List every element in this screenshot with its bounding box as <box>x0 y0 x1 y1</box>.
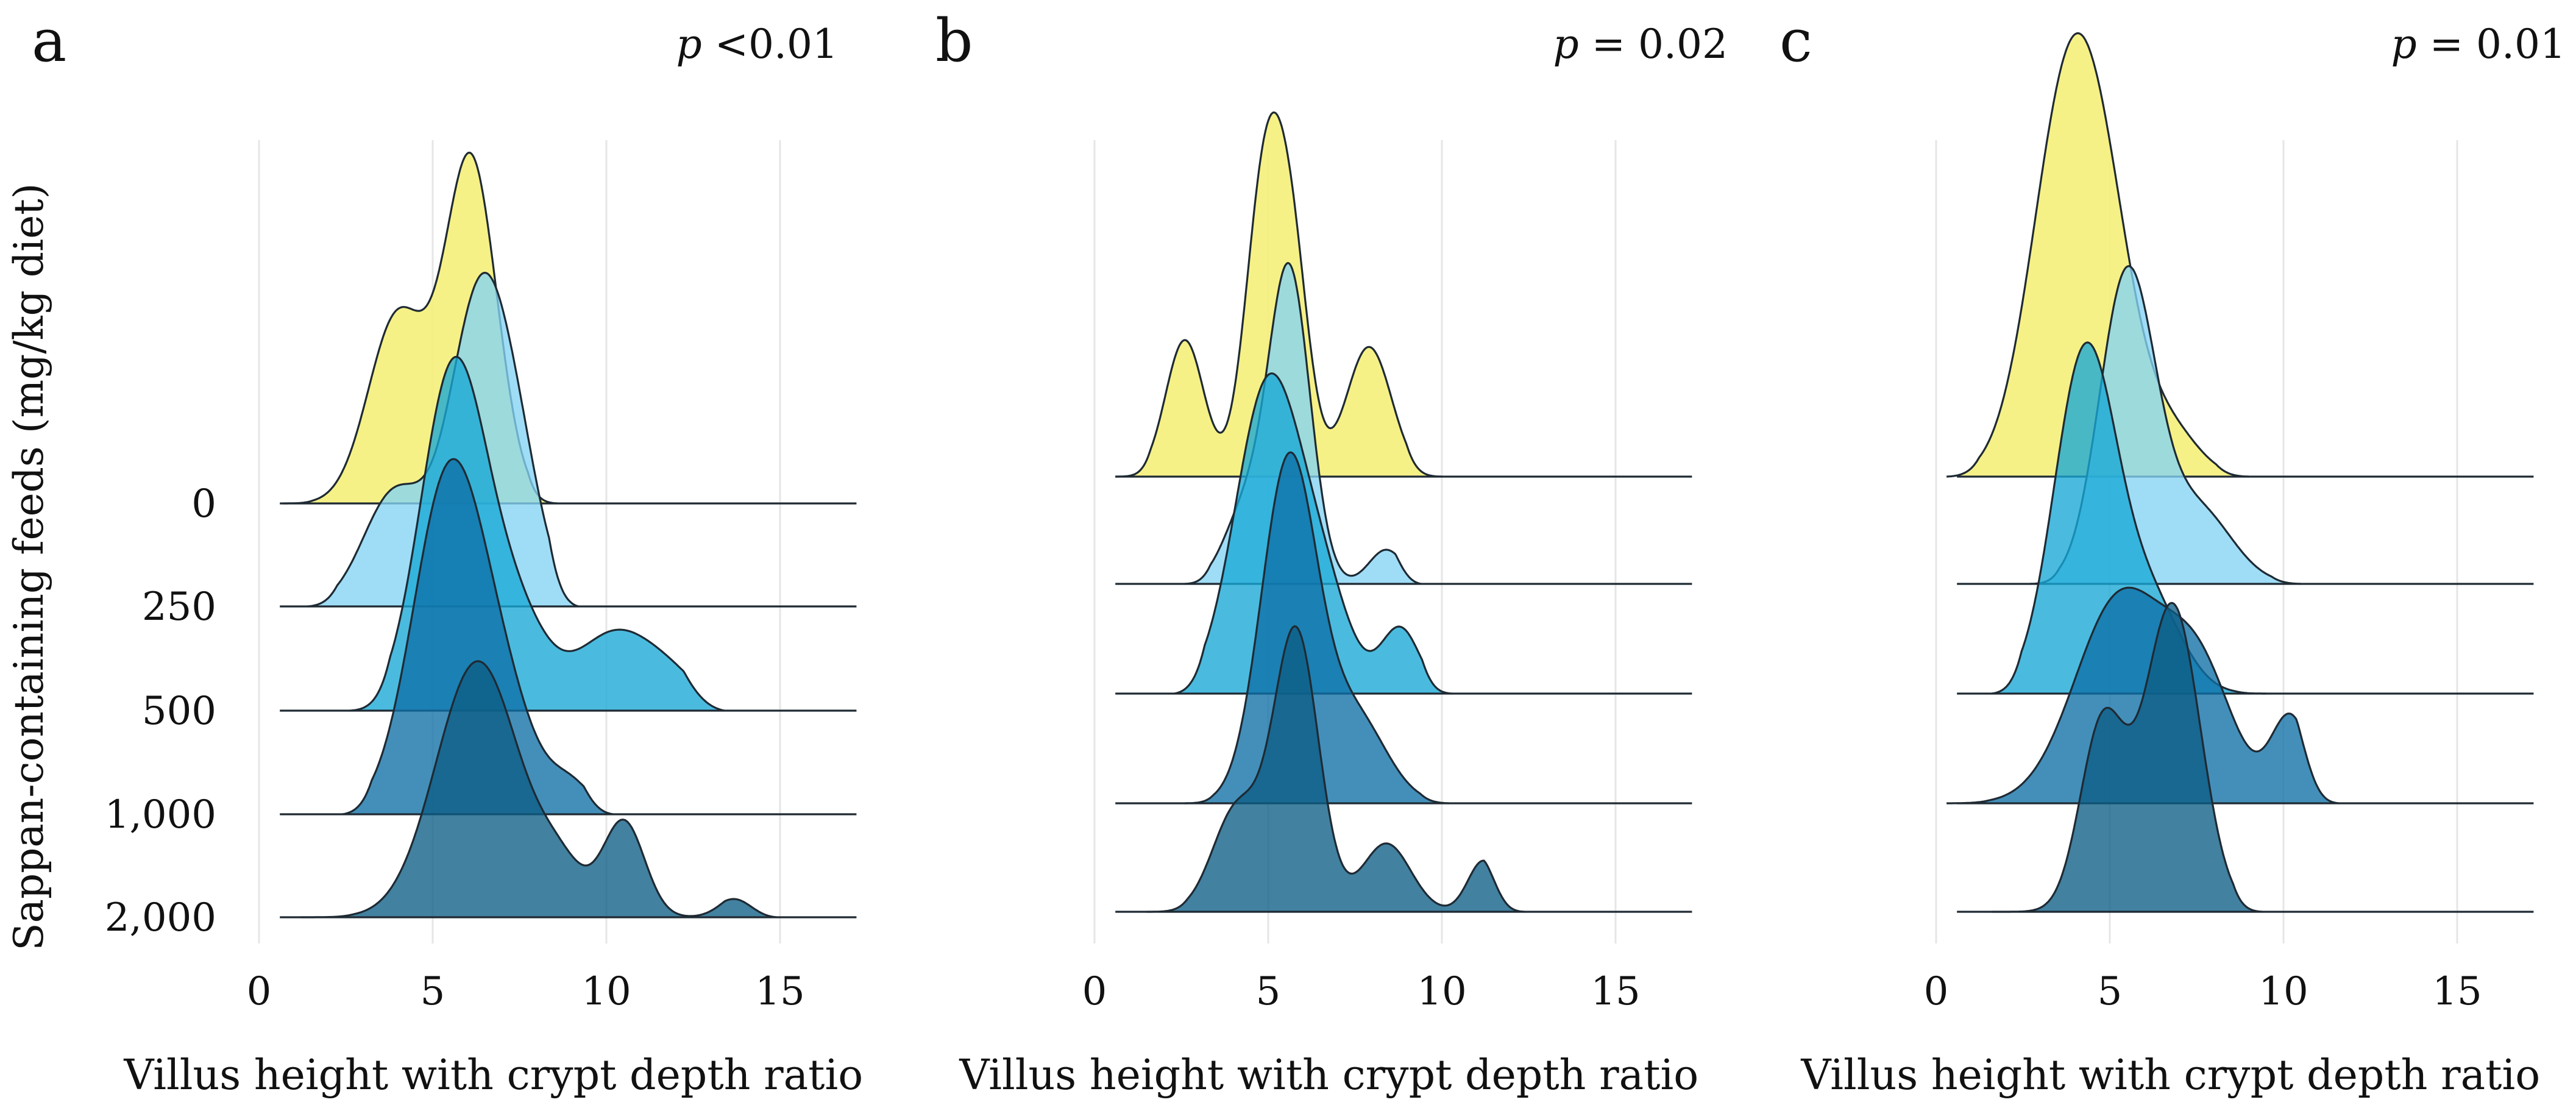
panel-a: a p <0.01 0 250 500 1,000 2,000 0 5 10 15 Villus he… <box>32 7 863 1099</box>
category-label-250: 250 <box>142 584 216 630</box>
ridge-fill-1,000 <box>342 459 614 814</box>
p-value-label: p <0.01 <box>676 21 838 68</box>
ridge-fill-0 <box>1946 33 2249 477</box>
x-tick-label-10: 10 <box>2258 969 2308 1014</box>
x-axis-label: Villus height with crypt depth ratio <box>123 1051 863 1099</box>
ridge-outline-500 <box>349 355 725 712</box>
ridge-outline-2,000 <box>1992 602 2263 913</box>
ridge-outline-500 <box>1174 372 1453 695</box>
ridge-fill-2,000 <box>300 661 777 917</box>
x-tick-label-10: 10 <box>1417 969 1466 1014</box>
x-tick-label-15: 15 <box>2432 969 2482 1014</box>
p-value-label: p = 0.01 <box>2391 21 2566 68</box>
ridge-fill-2,000 <box>1992 603 2263 912</box>
x-tick-label-5: 5 <box>2098 969 2123 1014</box>
ridge-fill-500 <box>1992 342 2266 694</box>
ridge-outline-2,000 <box>1146 625 1525 913</box>
panel-c: c p = 0.01 0 5 10 15 Villus height with crypt … <box>1779 7 2566 1099</box>
ridge-outline-0 <box>1946 32 2249 478</box>
p-value-label: p = 0.02 <box>1553 21 1728 68</box>
ridge-outline-1,000 <box>342 458 614 815</box>
x-axis-label: Villus height with crypt depth ratio <box>1800 1051 2540 1099</box>
x-tick-label-0: 0 <box>247 969 272 1014</box>
ridge-outline-2,000 <box>300 660 777 918</box>
category-label-2,000: 2,000 <box>105 895 216 940</box>
panel-letter: c <box>1779 7 1812 75</box>
x-tick-label-15: 15 <box>1591 969 1640 1014</box>
ridge-fill-2,000 <box>1146 626 1525 912</box>
x-tick-label-0: 0 <box>1924 969 1949 1014</box>
x-axis-label: Villus height with crypt depth ratio <box>959 1051 1698 1099</box>
ridge-outline-1,000 <box>1946 586 2340 805</box>
y-axis-label: Sappan-containing feeds (mg/kg diet) <box>5 183 52 950</box>
x-tick-label-15: 15 <box>755 969 804 1014</box>
ridge-outline-250 <box>1185 261 1422 585</box>
x-tick-label-5: 5 <box>420 969 445 1014</box>
panel-letter: b <box>935 7 973 75</box>
category-label-500: 500 <box>142 689 216 734</box>
panel-b: b p = 0.02 0 5 10 15 Villus height with crypt … <box>935 7 1728 1099</box>
ridge-outline-1,000 <box>1185 451 1449 805</box>
x-tick-label-0: 0 <box>1082 969 1107 1014</box>
panel-letter: a <box>32 7 66 75</box>
category-label-0: 0 <box>191 481 216 527</box>
x-tick-label-10: 10 <box>581 969 631 1014</box>
ridge-fill-1,000 <box>1185 452 1449 803</box>
x-tick-label-5: 5 <box>1256 969 1281 1014</box>
category-label-1,000: 1,000 <box>105 792 216 837</box>
ridge-outline-0 <box>1115 111 1442 478</box>
